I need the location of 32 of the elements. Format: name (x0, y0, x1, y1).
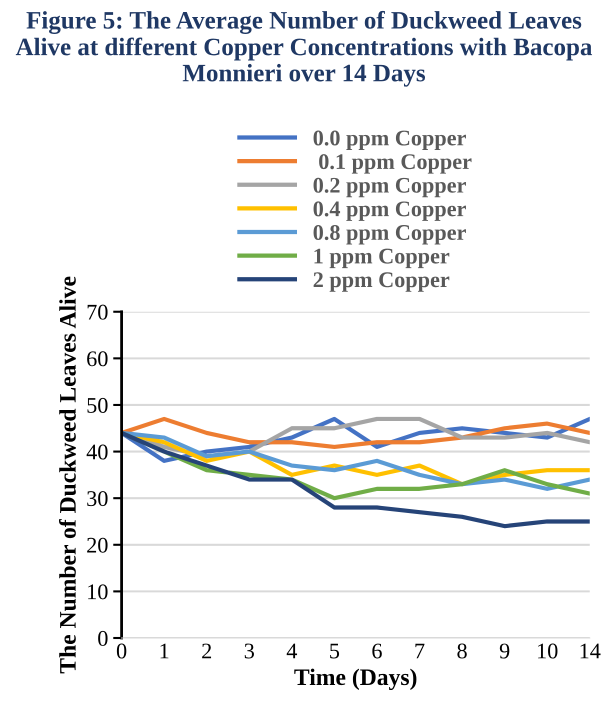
x-tick-label: 14 (580, 644, 601, 658)
legend-label: 1 ppm Copper (314, 248, 450, 268)
x-tick-label: 4 (286, 644, 298, 658)
legend-label: 0.8 ppm Copper (314, 224, 466, 245)
legend-label: 0.4 ppm Copper (314, 201, 466, 221)
x-tick-label: 1 (160, 644, 168, 658)
x-axis-title: Time (Days) (294, 668, 416, 690)
x-tick-label: 7 (415, 644, 424, 658)
legend-label: 0.0 ppm Copper (314, 130, 466, 150)
x-tick-label: 9 (500, 644, 510, 658)
y-tick-label: 20 (87, 538, 108, 553)
chart-title: Figure 5: The Average Number of Duckweed Leaves Alive at different Copper Concentrations with Bacopa Monnieri over 14 Days (16, 10, 592, 87)
legend-label: 0.1 ppm Copper (319, 154, 472, 174)
y-tick-label: 10 (88, 584, 108, 600)
line-series (122, 430, 590, 528)
y-tick-label: 50 (87, 398, 108, 413)
x-tick-label: 2 (202, 644, 212, 658)
x-tick-label: 0 (116, 644, 126, 658)
y-tick-label: 40 (86, 444, 108, 460)
legend-label: 2 ppm Copper (314, 272, 450, 292)
x-tick-label: 8 (457, 644, 467, 658)
x-tick-label: 6 (372, 644, 382, 658)
line-series (122, 416, 590, 449)
legend-label: 0.2 ppm Copper (314, 178, 466, 198)
y-axis-title: The Number of Duckweed Leaves Alive (58, 276, 76, 674)
y-tick-label: 0 (98, 630, 108, 646)
y-tick-label: 30 (87, 491, 108, 506)
x-tick-label: 5 (330, 644, 340, 658)
y-tick-label: 70 (88, 304, 108, 320)
y-tick-label: 60 (87, 351, 108, 366)
x-tick-label: 3 (244, 644, 254, 658)
x-tick-label: 10 (538, 644, 558, 658)
